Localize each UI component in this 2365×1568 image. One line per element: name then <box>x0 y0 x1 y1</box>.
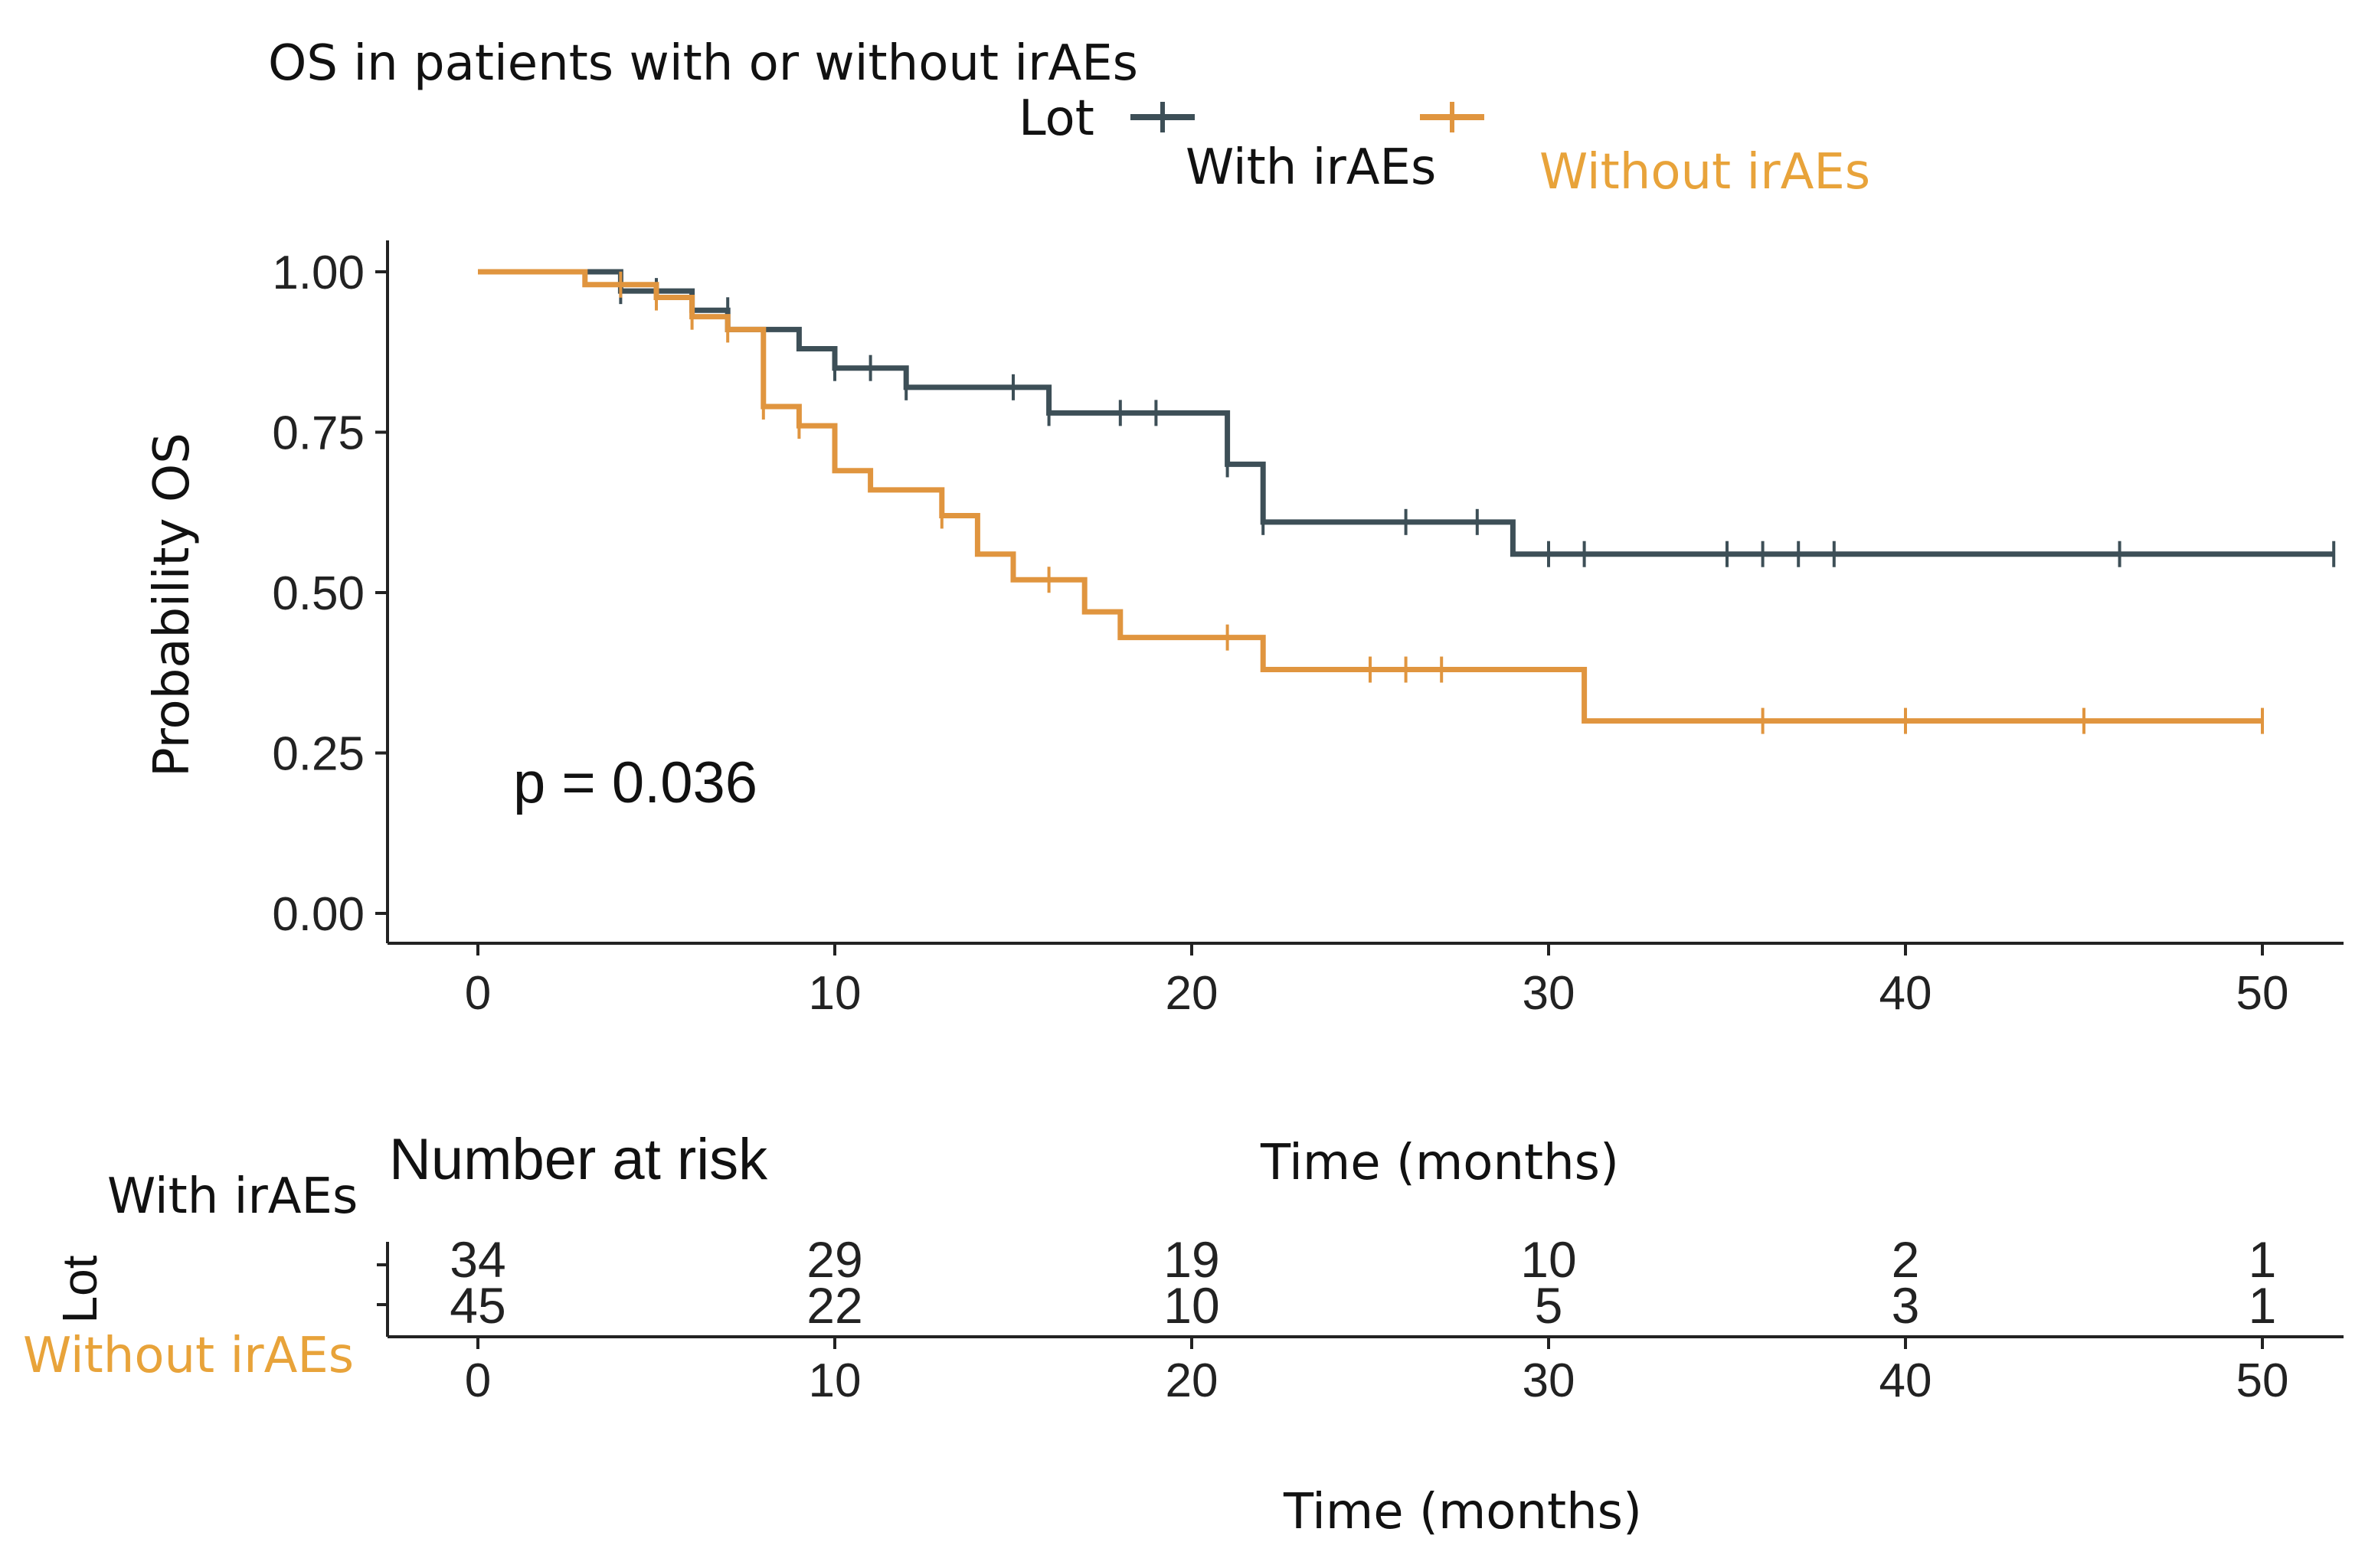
x-axis-ticks: 0 10 20 30 40 50 <box>465 943 2289 1020</box>
risk-counts: 34 29 19 10 2 145 22 10 5 3 1 <box>450 1231 2276 1334</box>
y-tick-label: 0.50 <box>272 567 365 620</box>
risk-count: 45 <box>450 1277 505 1334</box>
y-axis-label: Probability OS <box>144 433 201 777</box>
risk-row-label-with-iraes: With irAEs <box>107 1168 358 1225</box>
legend-label-with-iraes: With irAEs <box>1186 139 1436 196</box>
risk-table: Number at risk With irAEs Without irAEs … <box>23 1127 2344 1540</box>
risk-row-label-without-iraes: Without irAEs <box>23 1328 354 1384</box>
risk-count: 5 <box>1535 1277 1563 1334</box>
risk-count: 3 <box>1892 1277 1920 1334</box>
y-tick-label: 0.25 <box>272 728 365 781</box>
survival-curves <box>478 269 2336 734</box>
survival-curve-without-iraes <box>478 269 2262 724</box>
risk-count: 1 <box>2249 1231 2277 1288</box>
y-tick-label: 1.00 <box>272 247 365 299</box>
risk-x-tick-label: 10 <box>809 1354 862 1407</box>
plot-area: 0.00 0.25 0.50 0.75 1.00 0 10 20 30 40 50 Probabi… <box>144 240 2344 1020</box>
risk-count: 10 <box>1520 1231 1576 1288</box>
x-tick-label: 0 <box>465 967 491 1020</box>
legend-label-without-iraes: Without irAEs <box>1539 144 1870 201</box>
x-axis-label: Time (months) <box>1260 1135 1619 1191</box>
legend-title: Lot <box>1019 90 1094 147</box>
x-tick-label: 20 <box>1166 967 1218 1020</box>
risk-count: 29 <box>806 1231 862 1288</box>
risk-count: 19 <box>1163 1231 1219 1288</box>
risk-count: 2 <box>1892 1231 1920 1288</box>
risk-table-x-label: Time (months) <box>1283 1484 1642 1540</box>
legend-key-with-iraes <box>1130 102 1195 132</box>
x-tick-label: 50 <box>2236 967 2289 1020</box>
risk-count: 10 <box>1163 1277 1219 1334</box>
risk-count: 34 <box>450 1231 505 1288</box>
x-tick-label: 10 <box>809 967 862 1020</box>
y-tick-label: 0.75 <box>272 407 365 460</box>
risk-table-x-ticks: 0 10 20 30 40 50 <box>465 1337 2289 1407</box>
risk-count: 1 <box>2249 1277 2277 1334</box>
x-tick-label: 30 <box>1523 967 1575 1020</box>
x-tick-label: 40 <box>1879 967 1932 1020</box>
chart-title: OS in patients with or without irAEs <box>268 35 1138 92</box>
risk-x-tick-label: 0 <box>465 1354 491 1407</box>
risk-table-title: Number at risk <box>389 1127 768 1192</box>
p-value-annotation: p = 0.036 <box>513 750 757 815</box>
risk-count: 22 <box>806 1277 862 1334</box>
risk-x-tick-label: 50 <box>2236 1354 2289 1407</box>
risk-x-tick-label: 20 <box>1166 1354 1218 1407</box>
risk-table-y-label: Lot <box>52 1255 107 1323</box>
y-tick-label: 0.00 <box>272 888 365 941</box>
legend: Lot With irAEs Without irAEs <box>1019 90 1870 201</box>
legend-key-without-iraes <box>1420 102 1484 132</box>
y-axis-ticks: 0.00 0.25 0.50 0.75 1.00 <box>272 247 388 941</box>
risk-x-tick-label: 30 <box>1523 1354 1575 1407</box>
risk-x-tick-label: 40 <box>1879 1354 1932 1407</box>
